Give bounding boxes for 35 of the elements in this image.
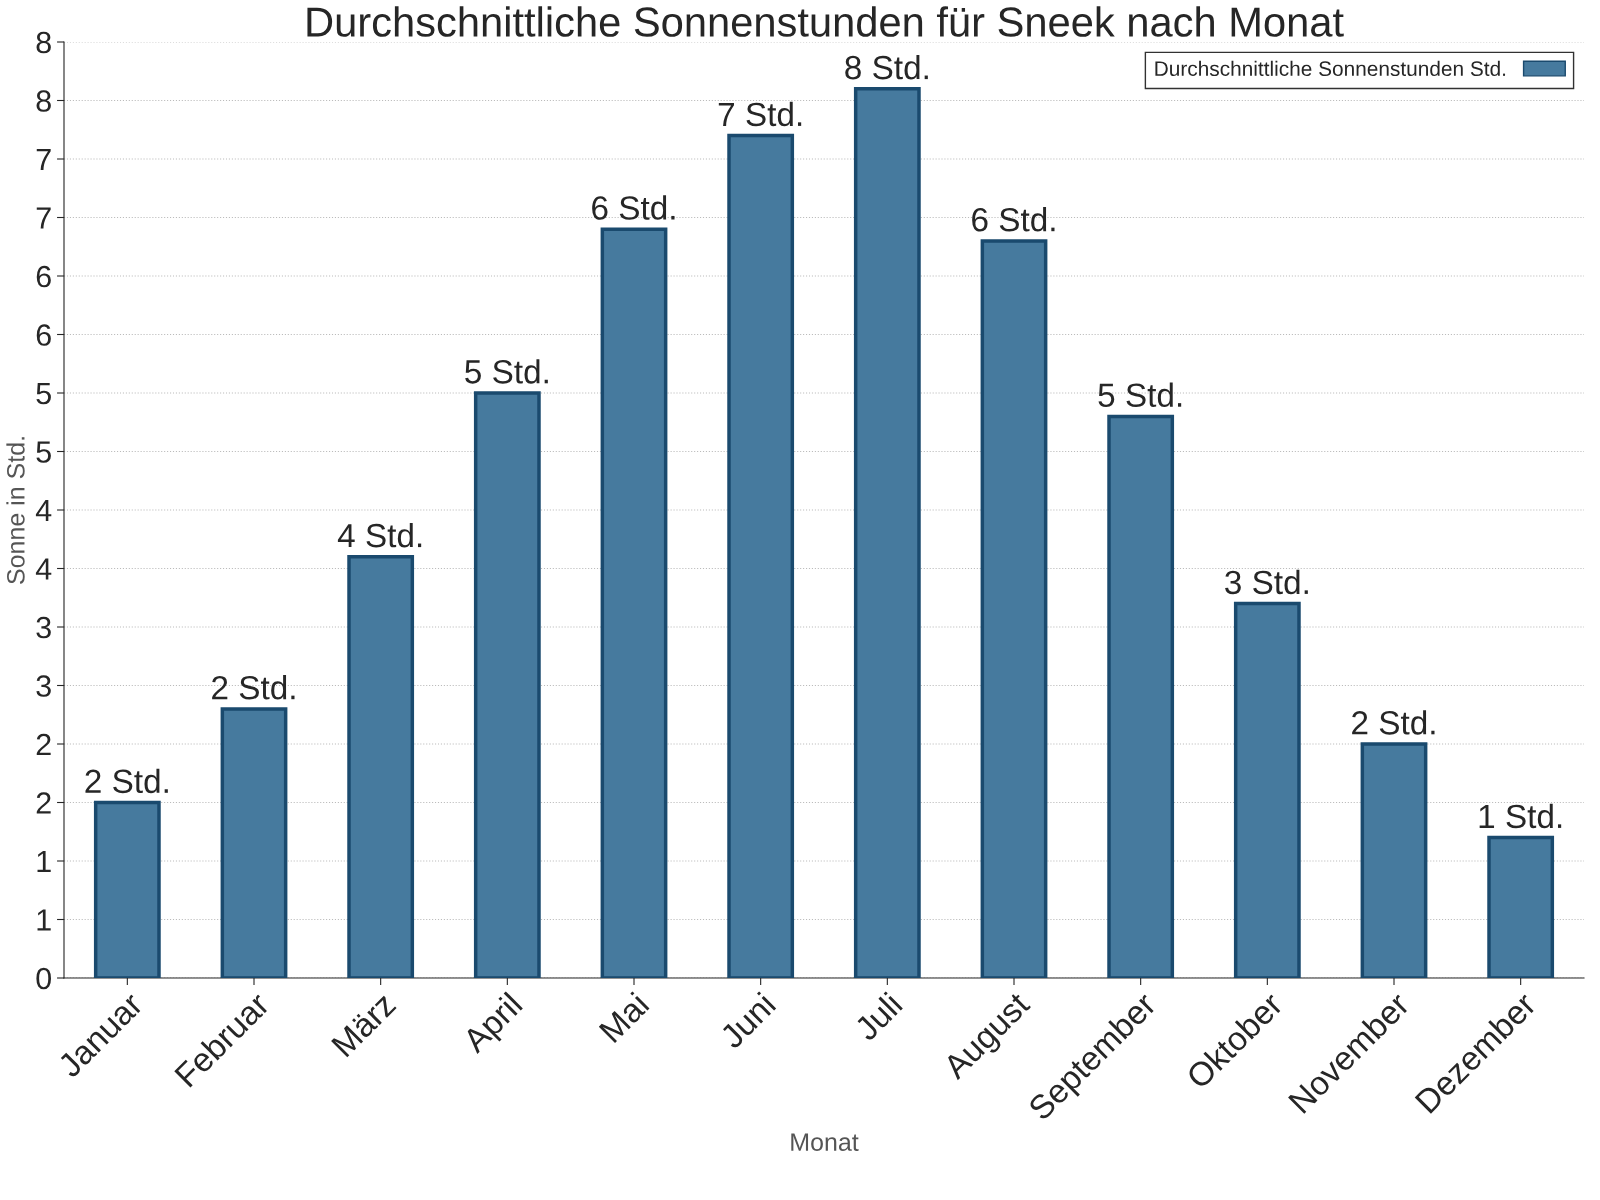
data-label: 1 Std.	[1479, 803, 1562, 829]
y-tick-label: 7	[36, 149, 51, 171]
y-tick-label: 8	[36, 31, 51, 54]
y-tick-label: 2	[36, 792, 51, 814]
y-tick-label: 7	[36, 207, 51, 229]
data-label: 7 Std.	[718, 101, 802, 127]
y-tick-label: 8	[36, 90, 51, 112]
x-axis-title: Monat	[791, 1133, 859, 1151]
y-axis-title: Sonne in Std.	[6, 437, 25, 584]
y-tick-label: 4	[35, 558, 52, 580]
y-tick-label: 5	[36, 441, 51, 463]
y-tick-label: 3	[36, 675, 51, 697]
data-label: 8 Std.	[845, 54, 928, 80]
y-tick-label: 4	[35, 500, 52, 522]
y-tick-label: 2	[36, 733, 51, 756]
data-label: 2 Std.	[1352, 710, 1435, 735]
x-tick-label: Juli	[852, 991, 904, 1043]
y-tick-label: 5	[36, 383, 51, 405]
data-label: 5 Std.	[465, 359, 548, 384]
y-tick-label: 6	[36, 324, 51, 346]
y-tick-label: 0	[36, 967, 51, 990]
data-label: 2 Std.	[212, 675, 295, 700]
y-tick-label: 1	[37, 909, 51, 931]
x-tick-label: Mai	[597, 991, 650, 1044]
y-tick-label: 1	[37, 851, 51, 873]
y-tick-label: 6	[36, 265, 51, 288]
data-label: 4 Std.	[337, 522, 422, 548]
data-label: 2 Std.	[85, 768, 168, 794]
data-label: 5 Std.	[1098, 382, 1182, 408]
y-tick-label: 3	[36, 616, 51, 639]
data-label: 3 Std.	[1225, 569, 1308, 595]
data-label: 6 Std.	[592, 195, 675, 220]
chart-title: Durchschnittliche Sonnenstunden für Sneek nach Monat	[307, 6, 1344, 37]
legend-label: Durchschnittliche Sonnenstunden Std.	[1155, 60, 1506, 77]
data-label: 6 Std.	[972, 207, 1055, 232]
